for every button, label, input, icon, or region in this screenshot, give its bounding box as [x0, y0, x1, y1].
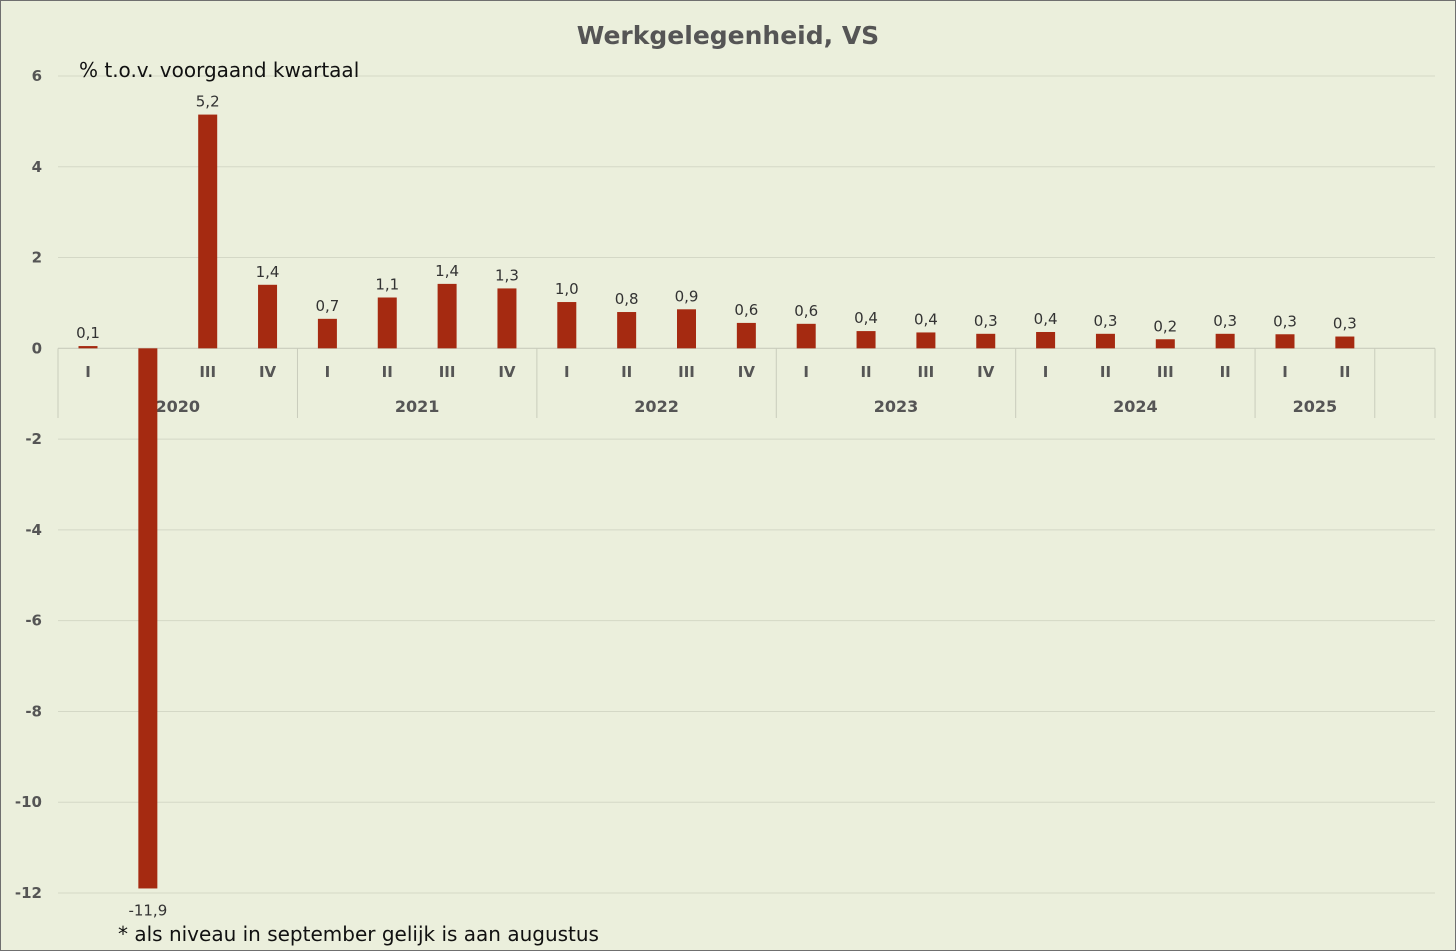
bar — [916, 332, 936, 349]
quarter-label: I — [803, 363, 809, 381]
quarter-label: III — [918, 363, 935, 381]
quarter-label: IV — [498, 363, 516, 381]
data-label: 0,9 — [675, 287, 699, 305]
quarter-label: II — [1220, 363, 1231, 381]
quarter-label: I — [85, 363, 91, 381]
bar — [796, 323, 816, 349]
quarter-label: III — [678, 363, 695, 381]
quarter-label: IV — [259, 363, 277, 381]
quarter-label: II — [1339, 363, 1350, 381]
data-label: -11,9 — [128, 901, 167, 919]
data-label: 0,3 — [1273, 312, 1297, 330]
bar — [677, 309, 696, 349]
data-label: 1,1 — [375, 275, 399, 293]
y-tick-label: -8 — [25, 702, 42, 720]
y-axis-unit-label: % t.o.v. voorgaand kwartaal — [79, 58, 359, 82]
quarter-label: III — [439, 363, 456, 381]
data-label: 0,4 — [854, 309, 878, 327]
bar — [377, 297, 397, 349]
bar — [138, 348, 158, 889]
quarter-label: IV — [738, 363, 756, 381]
y-tick-label: -10 — [15, 793, 42, 811]
quarter-label: IV — [977, 363, 995, 381]
data-labels: 0,1 -11,9 5,2 1,4 0,7 1,1 1,4 1,3 1,0 0,8 0,9 0,6 0,… — [76, 93, 1357, 920]
bar — [1335, 336, 1355, 349]
bar — [497, 288, 517, 349]
bar — [1155, 339, 1175, 349]
quarter-label: II — [860, 363, 871, 381]
data-label: 0,3 — [1213, 312, 1237, 330]
data-label: 0,2 — [1153, 317, 1177, 335]
bar — [1215, 333, 1235, 349]
year-label: 2023 — [874, 397, 919, 416]
bar — [258, 284, 278, 349]
data-label: 1,4 — [256, 263, 280, 281]
y-tick-label: -2 — [25, 430, 42, 448]
data-label: 1,4 — [435, 262, 459, 280]
y-tick-label: -4 — [25, 521, 42, 539]
data-label: 0,6 — [734, 301, 758, 319]
year-label: 2022 — [634, 397, 679, 416]
data-label: 0,7 — [315, 297, 339, 315]
quarter-label: II — [621, 363, 632, 381]
bar — [198, 114, 218, 349]
bar — [437, 283, 457, 349]
data-label: 0,1 — [76, 324, 100, 342]
data-label: 0,8 — [615, 290, 639, 308]
chart-title: Werkgelegenheid, VS — [577, 21, 879, 50]
bar — [617, 312, 637, 349]
y-tick-label: -12 — [15, 884, 42, 902]
quarter-label: I — [564, 363, 570, 381]
y-tick-label: 0 — [32, 339, 42, 357]
quarter-label: I — [1043, 363, 1049, 381]
bar — [1095, 333, 1115, 349]
bar — [78, 346, 98, 349]
bar — [557, 302, 577, 349]
data-label: 0,3 — [1094, 312, 1118, 330]
quarter-label: II — [382, 363, 393, 381]
quarter-label: III — [199, 363, 216, 381]
bar — [856, 331, 876, 349]
quarter-label: II — [1100, 363, 1111, 381]
bar — [1275, 334, 1295, 349]
quarter-label: III — [1157, 363, 1174, 381]
data-label: 0,4 — [914, 310, 938, 328]
bar — [317, 318, 337, 349]
quarter-label: I — [1282, 363, 1288, 381]
gridlines: 6 4 2 0 -2 -4 -6 -8 -10 -12 — [15, 67, 1435, 902]
y-tick-label: 2 — [32, 249, 42, 267]
bar — [736, 322, 756, 349]
data-label: 0,6 — [794, 302, 818, 320]
data-label: 1,0 — [555, 280, 579, 298]
data-label: 5,2 — [196, 93, 220, 111]
data-label: 0,4 — [1034, 310, 1058, 328]
year-label: 2021 — [395, 397, 440, 416]
y-tick-label: 4 — [32, 158, 42, 176]
year-label: 2025 — [1293, 397, 1338, 416]
y-tick-label: 6 — [32, 67, 42, 85]
data-label: 0,3 — [1333, 315, 1357, 333]
bars — [78, 114, 1355, 889]
year-label: 2020 — [156, 397, 201, 416]
bar — [1036, 331, 1056, 349]
footnote: * als niveau in september gelijk is aan … — [118, 922, 599, 946]
bar — [976, 333, 996, 349]
y-tick-label: -6 — [25, 612, 42, 630]
category-axis: 202020212022202320242025IIIIIIIVIIIIIIIV… — [57, 347, 1436, 418]
quarter-label: I — [325, 363, 331, 381]
data-label: 0,3 — [974, 312, 998, 330]
year-label: 2024 — [1113, 397, 1158, 416]
data-label: 1,3 — [495, 266, 519, 284]
